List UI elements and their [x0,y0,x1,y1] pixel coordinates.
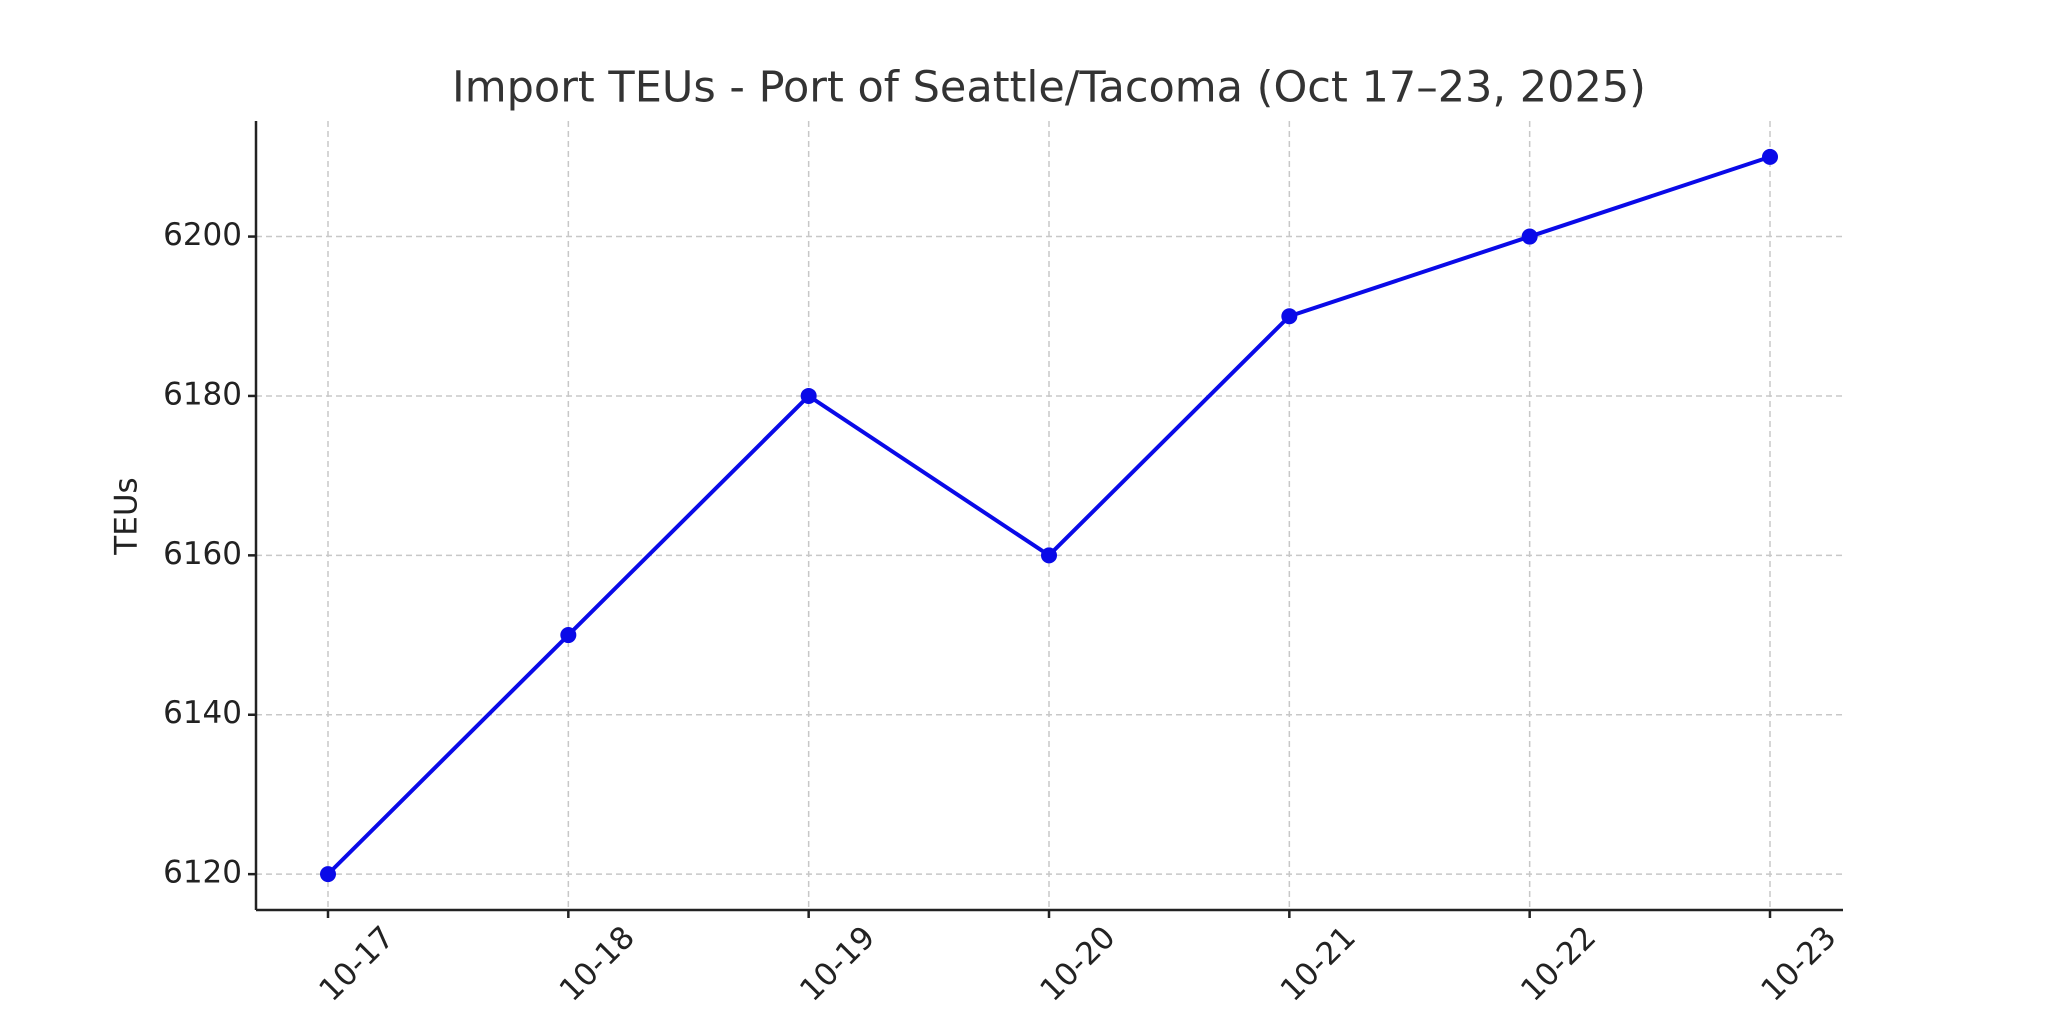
point [1521,228,1538,245]
y-tick-label: 6160 [163,536,242,572]
point [560,627,577,644]
y-axis-label: TEUs [109,477,145,555]
x-tick-label: 10-19 [793,919,882,1008]
x-tick-label: 10-18 [553,919,642,1008]
point [320,866,336,883]
x-tick-label: 10-23 [1754,919,1843,1008]
x-tick-label: 10-20 [1033,919,1122,1008]
point [1041,547,1057,564]
y-tick-label: 6140 [163,695,242,731]
x-tick-label: 10-17 [312,919,401,1008]
point [1281,308,1298,325]
point [1762,148,1778,165]
y-tick-label: 6180 [163,376,242,412]
x-tick-label: 10-22 [1514,919,1603,1008]
y-tick-label: 6200 [163,217,242,253]
y-tick-label: 6120 [163,855,242,891]
point [800,387,817,404]
x-tick-label: 10-21 [1274,919,1363,1008]
chart-title: Import TEUs - Port of Seattle/Tacoma (Oc… [452,63,1646,113]
